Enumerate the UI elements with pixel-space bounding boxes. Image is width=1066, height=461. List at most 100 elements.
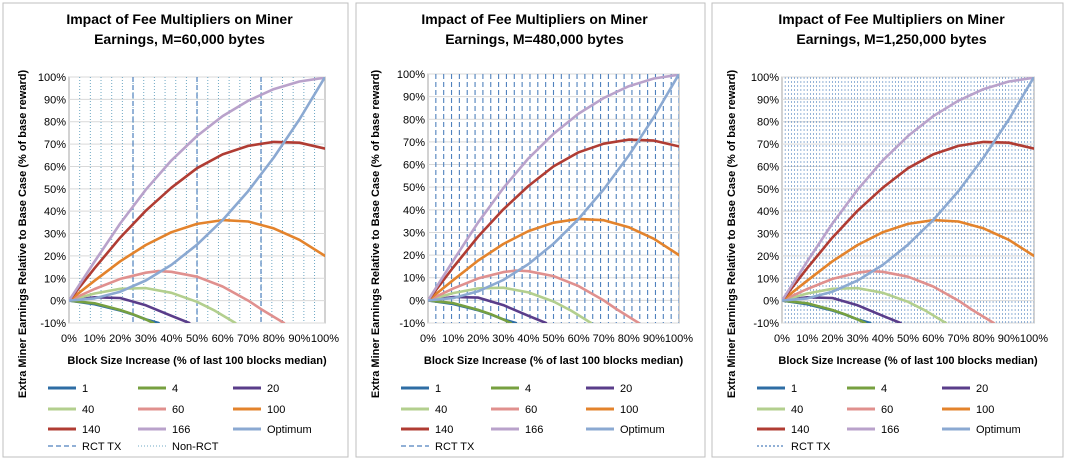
legend-label: Optimum [976,424,1021,436]
legend-item: 1 [401,383,441,395]
y-tick-label: -10% [40,318,66,330]
series-line-optimum [428,74,679,302]
y-tick-label: 100% [38,72,66,84]
marker-lines [79,77,316,323]
chart-panel-m60000: Impact of Fee Multipliers on Miner Earnin… [2,2,349,458]
x-tick-label: 30% [135,333,157,345]
legend-label: Optimum [620,424,665,436]
series-line-4 [782,299,867,323]
legend-item: RCT TX [401,441,475,453]
x-axis-label: Block Size Increase (% of last 100 block… [67,355,327,367]
y-tick-label: -10% [753,318,779,330]
legend-label: 60 [881,404,893,416]
y-tick-label: 30% [44,229,66,241]
x-tick-label: 10% [796,333,818,345]
y-tick-label: 30% [757,229,779,241]
legend-item: 60 [138,404,184,416]
legend-label: 1 [82,383,88,395]
x-tick-label: 70% [947,333,969,345]
legend-label: 140 [82,424,100,436]
y-tick-label: 80% [44,117,66,129]
legend-label: RCT TX [82,441,122,453]
legend-item: 140 [401,424,453,436]
x-tick-label: 0% [774,333,790,345]
legend-item: RCT TX [757,441,831,453]
legend-item: RCT TX [48,441,122,453]
x-axis-label: Block Size Increase (% of last 100 block… [778,355,1038,367]
legend-label: 40 [82,404,94,416]
legend-item: 20 [233,383,279,395]
series-line-100 [782,218,1034,302]
legend-label: RCT TX [435,441,475,453]
legend-label: 4 [525,383,531,395]
legend-label: 100 [976,404,994,416]
marker-lines [435,74,679,323]
legend-label: 4 [172,383,178,395]
x-tick-label: 0% [420,333,436,345]
x-tick-label: 0% [61,333,77,345]
x-tick-label: 40% [517,333,539,345]
legend-label: 140 [435,424,453,436]
y-tick-label: 90% [757,94,779,106]
chart-panel-m480000: Impact of Fee Multipliers on Miner Earnin… [355,2,706,458]
legend-label: 20 [267,383,279,395]
legend-item: 40 [401,404,447,416]
x-tick-label: 90% [288,333,310,345]
x-tick-label: 50% [542,333,564,345]
legend-item: 100 [586,404,638,416]
series-line-4 [69,299,155,323]
legend-item: 140 [48,424,100,436]
y-axis-label: Extra Miner Earnings Relative to Base Ca… [370,70,382,399]
series-line-60 [782,269,996,323]
y-tick-label: 90% [44,94,66,106]
y-tick-label: 50% [403,182,425,194]
legend-label: RCT TX [791,441,831,453]
legend-item: 166 [138,424,190,436]
x-tick-label: 20% [467,333,489,345]
legend-item: 100 [233,404,285,416]
x-tick-label: 80% [618,333,640,345]
legend-label: 1 [435,383,441,395]
series-line-140 [69,140,325,302]
legend-item: 4 [847,383,887,395]
series-group [428,74,679,323]
series-line-60 [428,269,641,323]
legend-item: Optimum [233,424,312,436]
x-tick-label: 70% [593,333,615,345]
y-tick-label: 40% [44,206,66,218]
x-tick-label: 20% [109,333,131,345]
legend-item: Non-RCT [138,441,219,453]
y-tick-label: 50% [757,184,779,196]
legend-label: Optimum [267,424,312,436]
y-axis-label: Extra Miner Earnings Relative to Base Ca… [726,70,738,399]
series-line-166 [782,77,1034,302]
legend-label: 100 [620,404,638,416]
y-tick-label: 0% [409,295,425,307]
chart-title-line: Earnings, M=480,000 bytes [445,31,624,47]
legend-label: 40 [435,404,447,416]
y-tick-label: 70% [403,137,425,149]
legend-label: 40 [791,404,803,416]
x-tick-label: 20% [821,333,843,345]
y-tick-label: 20% [44,251,66,263]
legend-item: 4 [491,383,531,395]
series-line-40 [782,286,948,323]
x-tick-label: 40% [160,333,182,345]
series-group [782,77,1034,323]
legend-label: 4 [881,383,887,395]
x-tick-label: 90% [998,333,1020,345]
legend-item: 20 [942,383,988,395]
y-tick-label: 10% [757,273,779,285]
y-tick-label: 70% [757,139,779,151]
chart-title-line: Earnings, M=1,250,000 bytes [796,31,986,47]
x-tick-label: 90% [643,333,665,345]
legend-item: 60 [491,404,537,416]
x-tick-label: 80% [973,333,995,345]
series-line-140 [782,140,1034,302]
series-line-166 [428,74,679,302]
legend-item: 40 [48,404,94,416]
x-tick-label: 10% [442,333,464,345]
x-tick-label: 40% [872,333,894,345]
legend-label: 100 [267,404,285,416]
